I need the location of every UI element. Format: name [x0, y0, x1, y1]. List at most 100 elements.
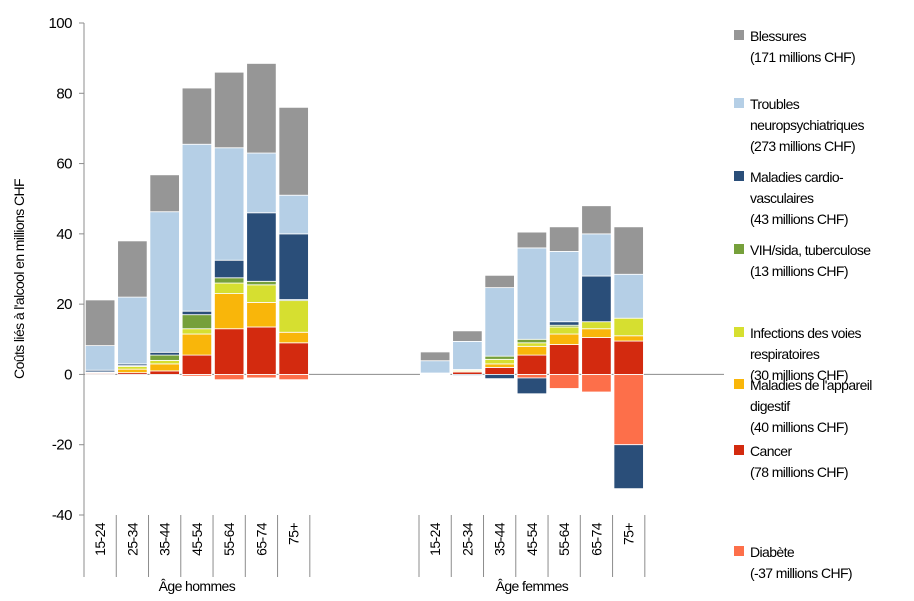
- bar-segment: [517, 378, 547, 394]
- bar-segment: [247, 153, 277, 213]
- bar-segment: [182, 334, 212, 355]
- bar-segment: [614, 336, 644, 341]
- bar-segment: [182, 144, 212, 311]
- x-tick-label: 55-64: [556, 522, 572, 556]
- bar-segment: [214, 374, 244, 379]
- legend-swatch: [734, 327, 744, 337]
- bar-segment: [279, 107, 309, 195]
- x-tick-label: 35-44: [492, 522, 508, 556]
- legend-label: Blessures: [750, 26, 914, 47]
- x-group-label: Âge femmes: [496, 578, 569, 594]
- x-tick-label: 45-54: [189, 522, 205, 556]
- x-tick-label: 55-64: [221, 522, 237, 556]
- bar-segment: [517, 374, 547, 378]
- x-tick-label: 15-24: [427, 522, 443, 556]
- bar-segment: [614, 318, 644, 336]
- bar-segment: [485, 367, 515, 374]
- bar-segment: [614, 227, 644, 274]
- bar-segment: [279, 343, 309, 375]
- legend-total: (171 millions CHF): [750, 47, 914, 68]
- bar-segment: [247, 281, 277, 285]
- bar-segment: [485, 356, 515, 359]
- bar-segment: [420, 352, 450, 361]
- legend-item: Cancer(78 millions CHF): [734, 441, 914, 483]
- bar-segment: [614, 341, 644, 374]
- bar-segment: [279, 374, 309, 379]
- bar-segment: [549, 334, 579, 345]
- y-tick-label: -40: [52, 507, 72, 524]
- bar-segment: [582, 338, 612, 375]
- legend-item: VIH/sida, tuberculose(13 millions CHF): [734, 240, 914, 282]
- legend-swatch: [734, 30, 744, 40]
- legend-total: (-37 millions CHF): [750, 563, 914, 584]
- bar-segment: [182, 329, 212, 334]
- y-tick-label: 80: [56, 85, 72, 102]
- bar-segment: [517, 339, 547, 343]
- x-tick-label: 65-74: [588, 522, 604, 556]
- bar-segment: [485, 359, 515, 364]
- bar-segment: [214, 278, 244, 283]
- bar-segment: [279, 332, 309, 343]
- legend-label: Infections des voies: [750, 323, 914, 344]
- bar-segment: [279, 301, 309, 333]
- bar-segment: [85, 300, 115, 346]
- bar-segment: [614, 374, 644, 444]
- y-axis-title: Coûts liés à l'alcool en millions CHF: [11, 179, 27, 379]
- bar-segment: [214, 72, 244, 148]
- bar-segment: [485, 288, 515, 357]
- legend-swatch: [734, 445, 744, 455]
- x-tick-label: 35-44: [157, 522, 173, 556]
- legend-total: (78 millions CHF): [750, 462, 914, 483]
- x-tick-label: 65-74: [253, 522, 269, 556]
- legend-total: (273 millions CHF): [750, 136, 914, 157]
- bar-segment: [485, 374, 515, 378]
- bar-segment: [420, 361, 450, 373]
- y-tick-label: 40: [56, 226, 72, 243]
- bar-segment: [247, 327, 277, 374]
- bar-segment: [453, 374, 483, 375]
- bar-segment: [150, 360, 180, 364]
- y-tick-label: 60: [56, 156, 72, 173]
- bar-segment: [247, 213, 277, 282]
- bar-segment: [279, 195, 309, 234]
- bar-segment: [582, 276, 612, 322]
- bar-segment: [118, 297, 148, 364]
- y-tick-label: 0: [64, 366, 72, 383]
- legend-label: Cancer: [750, 441, 914, 462]
- bar-segment: [182, 315, 212, 329]
- legend-swatch: [734, 546, 744, 556]
- bar-segment: [182, 88, 212, 144]
- bar-segment: [582, 322, 612, 329]
- bar-segment: [279, 234, 309, 300]
- legend-label: respiratoires: [750, 344, 914, 365]
- bar-segment: [247, 302, 277, 327]
- bar-segment: [549, 251, 579, 321]
- x-tick-label: 15-24: [92, 522, 108, 556]
- bar-segment: [150, 212, 180, 353]
- bar-segment: [549, 227, 579, 252]
- bar-segment: [582, 234, 612, 276]
- bar-segment: [214, 283, 244, 294]
- legend-label: Diabète: [750, 542, 914, 563]
- bar-segment: [182, 355, 212, 374]
- bar-segment: [549, 374, 579, 388]
- legend-swatch: [734, 171, 744, 181]
- bar-segment: [247, 63, 277, 153]
- bar-segment: [118, 369, 148, 373]
- bar-segment: [118, 241, 148, 297]
- legend-label: Maladies cardio-: [750, 167, 914, 188]
- bar-segment: [485, 364, 515, 368]
- legend-label: digestif: [750, 396, 914, 417]
- x-tick-label: 25-34: [124, 522, 140, 556]
- legend-item: Diabète(-37 millions CHF): [734, 542, 914, 584]
- legend-total: (40 millions CHF): [750, 417, 914, 438]
- legend-label: Troubles: [750, 94, 914, 115]
- bar-segment: [549, 327, 579, 334]
- y-tick-label: 100: [48, 15, 72, 32]
- y-tick-label: 20: [56, 296, 72, 313]
- bar-segment: [214, 260, 244, 278]
- legend-label: VIH/sida, tuberculose: [750, 240, 914, 261]
